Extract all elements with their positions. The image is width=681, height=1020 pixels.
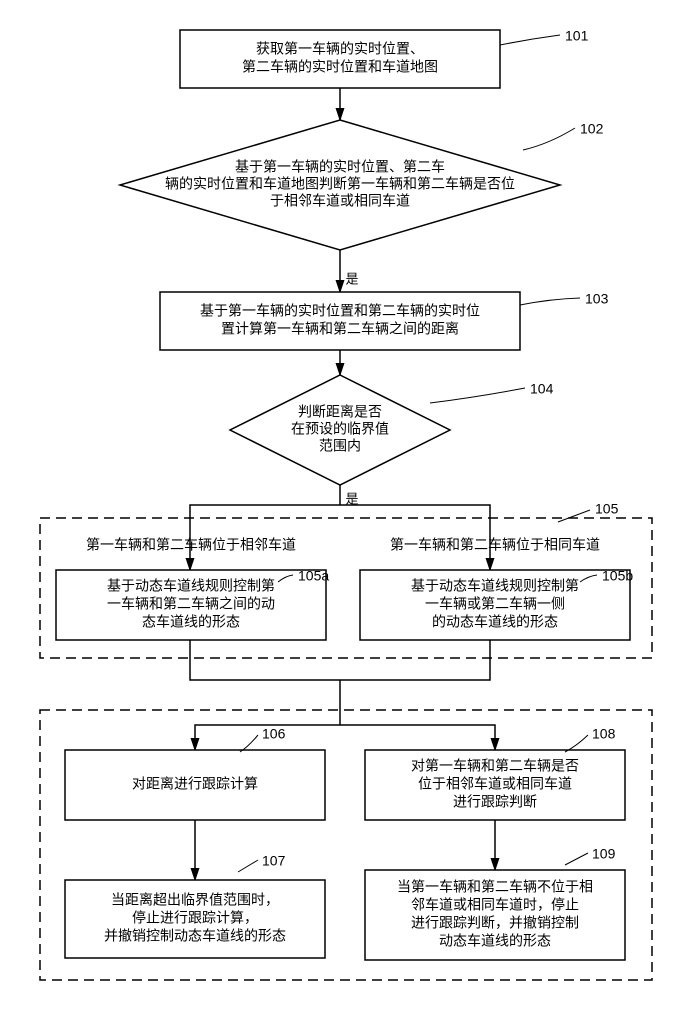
svg-text:置计算第一车辆和第二车辆之间的距离: 置计算第一车辆和第二车辆之间的距离 <box>221 321 459 337</box>
svg-text:进行跟踪判断: 进行跟踪判断 <box>453 794 537 810</box>
svg-text:第一车辆和第二车辆位于相邻车道: 第一车辆和第二车辆位于相邻车道 <box>86 537 296 553</box>
node-n104: 判断距离是否在预设的临界值范围内 104 <box>230 375 554 485</box>
svg-text:105: 105 <box>595 501 619 517</box>
svg-text:范围内: 范围内 <box>319 438 361 454</box>
svg-text:对第一车辆和第二车辆是否: 对第一车辆和第二车辆是否 <box>411 758 579 774</box>
svg-text:是: 是 <box>345 271 358 286</box>
svg-text:106: 106 <box>262 726 286 742</box>
svg-text:停止进行跟踪计算，: 停止进行跟踪计算， <box>132 910 258 926</box>
svg-text:103: 103 <box>585 291 609 307</box>
node-n101: 获取第一车辆的实时位置、第二车辆的实时位置和车道地图 101 <box>180 28 589 88</box>
svg-text:态车道线的形态: 态车道线的形态 <box>142 614 240 630</box>
node-n105b: 基于动态车道线规则控制第一车辆或第二车辆一侧的动态车道线的形态 第一车辆和第二车辆… <box>360 537 633 640</box>
node-n102: 基于第一车辆的实时位置、第二车辆的实时位置和车道地图判断第一车辆和第二车辆是否位… <box>120 120 604 250</box>
svg-text:基于动态车道线规则控制第: 基于动态车道线规则控制第 <box>107 578 275 594</box>
flowchart-svg: 是是获取第一车辆的实时位置、第二车辆的实时位置和车道地图101基于第一车辆的实时… <box>10 10 681 1010</box>
svg-text:动态车道线的形态: 动态车道线的形态 <box>439 933 551 949</box>
svg-text:101: 101 <box>565 28 589 44</box>
node-n105a: 基于动态车道线规则控制第一车辆和第二车辆之间的动态车道线的形态 第一车辆和第二车辆… <box>56 537 329 640</box>
svg-text:获取第一车辆的实时位置、: 获取第一车辆的实时位置、 <box>256 41 424 57</box>
svg-text:第二车辆的实时位置和车道地图: 第二车辆的实时位置和车道地图 <box>242 59 438 75</box>
svg-text:对距离进行跟踪计算: 对距离进行跟踪计算 <box>132 776 258 792</box>
svg-text:105b: 105b <box>602 568 633 584</box>
svg-text:基于第一车辆的实时位置和第二车辆的实时位: 基于第一车辆的实时位置和第二车辆的实时位 <box>200 303 480 319</box>
node-n103: 基于第一车辆的实时位置和第二车辆的实时位置计算第一车辆和第二车辆之间的距离 103 <box>160 291 609 350</box>
svg-text:进行跟踪判断，并撤销控制: 进行跟踪判断，并撤销控制 <box>411 915 579 931</box>
svg-text:辆的实时位置和车道地图判断第一车辆和第二车辆是否位: 辆的实时位置和车道地图判断第一车辆和第二车辆是否位 <box>165 176 515 192</box>
svg-text:当第一车辆和第二车辆不位于相: 当第一车辆和第二车辆不位于相 <box>397 879 593 895</box>
svg-text:并撤销控制动态车道线的形态: 并撤销控制动态车道线的形态 <box>104 928 286 944</box>
svg-text:是: 是 <box>345 491 358 506</box>
svg-text:邻车道或相同车道时，停止: 邻车道或相同车道时，停止 <box>411 897 579 913</box>
svg-text:的动态车道线的形态: 的动态车道线的形态 <box>432 614 558 630</box>
svg-text:基于动态车道线规则控制第: 基于动态车道线规则控制第 <box>411 578 579 594</box>
svg-text:第一车辆和第二车辆位于相同车道: 第一车辆和第二车辆位于相同车道 <box>390 537 600 553</box>
svg-text:当距离超出临界值范围时，: 当距离超出临界值范围时， <box>111 892 279 908</box>
svg-text:一车辆或第二车辆一侧: 一车辆或第二车辆一侧 <box>425 596 565 612</box>
svg-text:位于相邻车道或相同车道: 位于相邻车道或相同车道 <box>418 776 572 792</box>
svg-text:107: 107 <box>262 853 286 869</box>
svg-text:一车辆和第二车辆之间的动: 一车辆和第二车辆之间的动 <box>107 596 275 612</box>
svg-text:判断距离是否: 判断距离是否 <box>298 404 382 420</box>
svg-text:104: 104 <box>530 381 554 397</box>
svg-text:108: 108 <box>592 726 616 742</box>
svg-text:105a: 105a <box>298 568 329 584</box>
svg-text:102: 102 <box>580 121 604 137</box>
svg-text:在预设的临界值: 在预设的临界值 <box>291 421 389 437</box>
svg-text:基于第一车辆的实时位置、第二车: 基于第一车辆的实时位置、第二车 <box>235 159 445 175</box>
svg-text:于相邻车道或相同车道: 于相邻车道或相同车道 <box>270 193 410 209</box>
svg-text:109: 109 <box>592 846 616 862</box>
